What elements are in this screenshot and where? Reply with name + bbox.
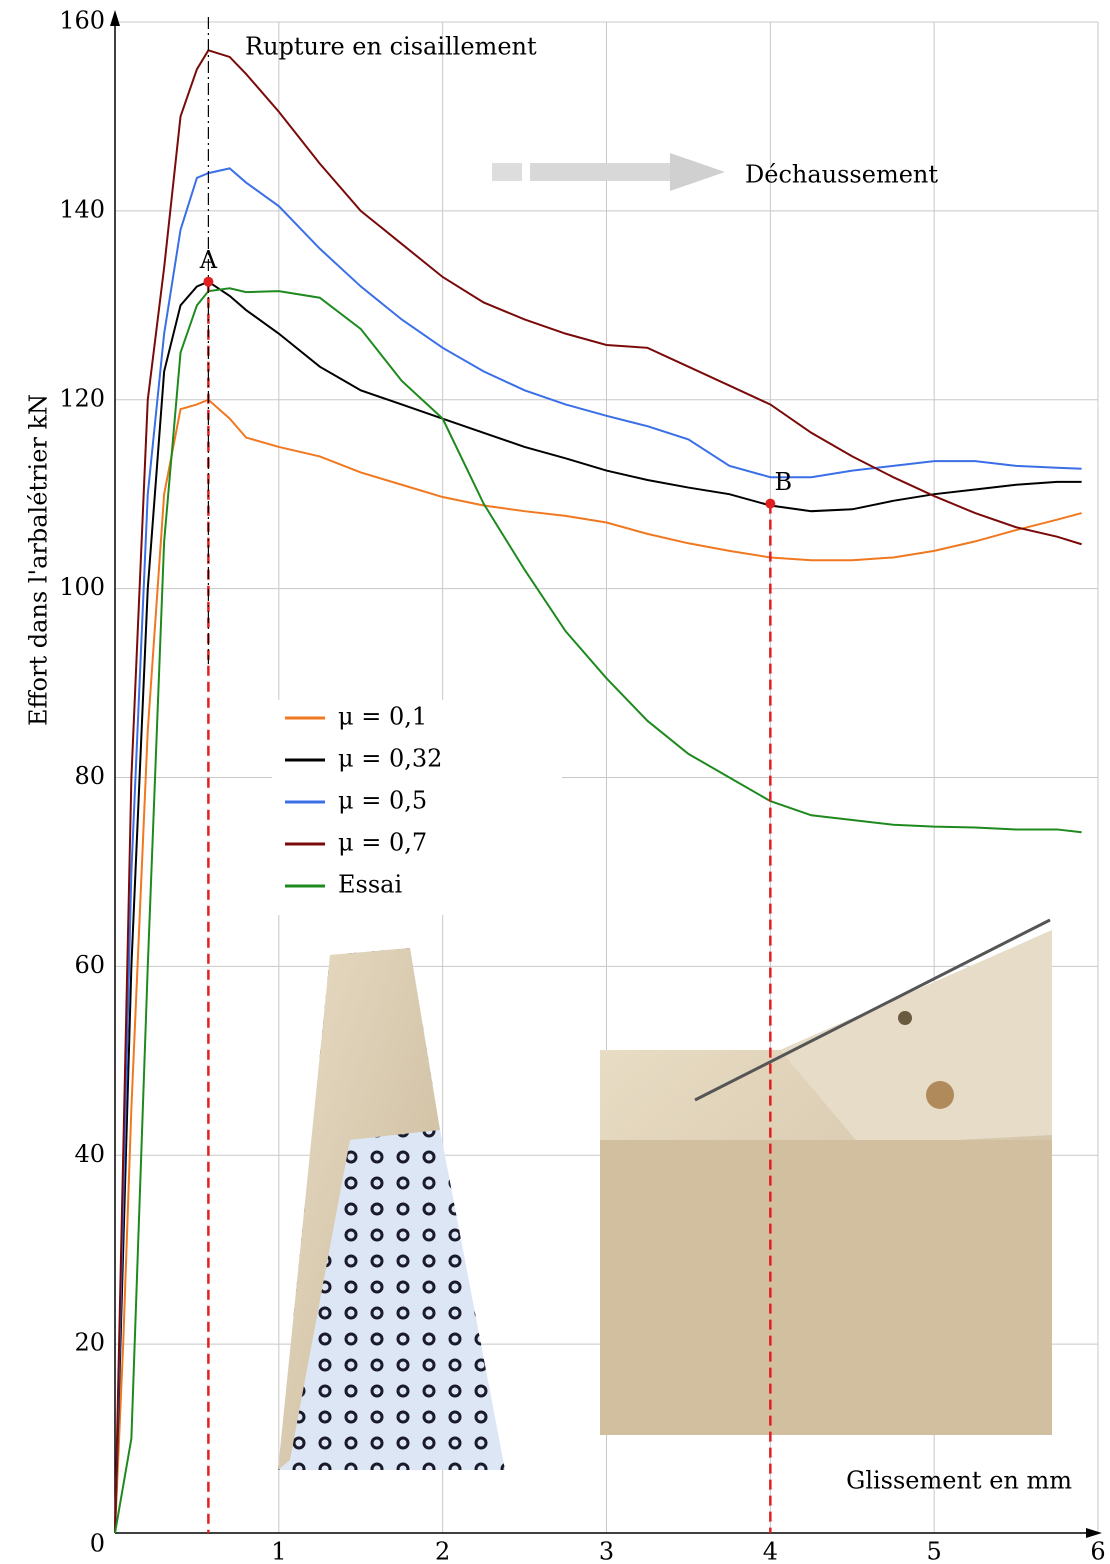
- legend-label: μ = 0,32: [338, 745, 442, 773]
- annotation: Déchaussement: [745, 161, 938, 189]
- legend-label: μ = 0,1: [338, 703, 427, 731]
- x-tick-label: 5: [927, 1538, 942, 1564]
- legend-label: μ = 0,7: [338, 829, 427, 857]
- x-tick-label: 3: [599, 1538, 614, 1564]
- y-axis-arrow: [110, 10, 120, 26]
- y-tick-label: 20: [74, 1329, 105, 1357]
- y-tick-label: 160: [59, 7, 105, 35]
- y-tick-label: 0: [90, 1530, 105, 1558]
- legend-box: [272, 700, 562, 915]
- point-label: B: [775, 468, 793, 496]
- series-line: [114, 280, 1082, 1534]
- y-tick-label: 40: [74, 1140, 105, 1168]
- x-tick-label: 6: [1090, 1538, 1105, 1564]
- point-marker: [203, 276, 214, 287]
- arrow-decoration: [492, 153, 725, 191]
- series-line: [114, 49, 1082, 1534]
- point-marker: [765, 498, 776, 509]
- y-tick-label: 140: [59, 195, 105, 223]
- photo-right: [600, 918, 1052, 1435]
- photo-left: [278, 948, 505, 1470]
- x-axis-arrow: [1086, 1528, 1102, 1538]
- legend-label: Essai: [338, 871, 402, 899]
- y-tick-label: 120: [59, 384, 105, 412]
- point-label: A: [199, 246, 218, 274]
- x-tick-label: 4: [763, 1538, 778, 1564]
- y-tick-label: 80: [74, 762, 105, 790]
- annotation: Rupture en cisaillement: [245, 33, 537, 61]
- x-tick-label: 1: [271, 1538, 286, 1564]
- y-axis-label: Effort dans l'arbalétrier kN: [25, 394, 53, 726]
- series-line: [114, 287, 1082, 1534]
- x-tick-label: 2: [435, 1538, 450, 1564]
- legend-label: μ = 0,5: [338, 787, 427, 815]
- y-tick-label: 60: [74, 951, 105, 979]
- y-tick-label: 100: [59, 573, 105, 601]
- series-line: [114, 167, 1082, 1534]
- x-axis-label: Glissement en mm: [846, 1467, 1072, 1495]
